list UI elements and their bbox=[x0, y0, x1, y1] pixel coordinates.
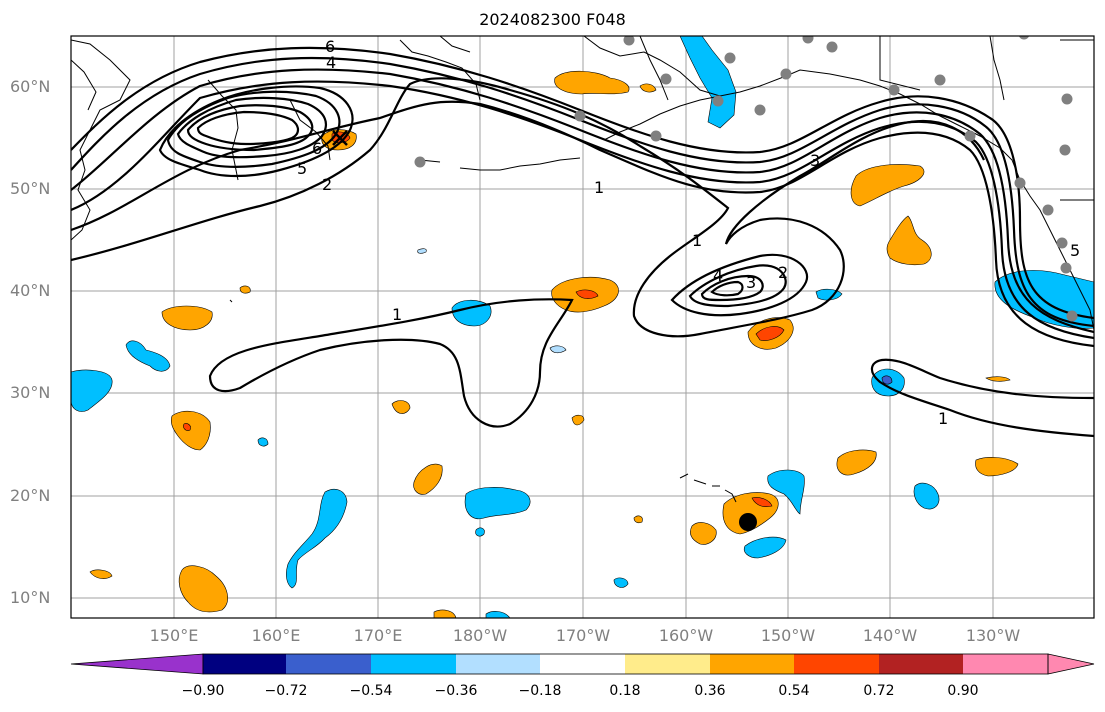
contour-label: 4 bbox=[713, 266, 723, 285]
colorbar-bin bbox=[371, 654, 456, 674]
contour-label: 2 bbox=[778, 263, 788, 282]
lon-label: 130°W bbox=[965, 626, 1021, 645]
lat-label: 20°N bbox=[10, 486, 51, 505]
contour-label: 5 bbox=[1070, 241, 1080, 260]
contour-label: 1 bbox=[392, 305, 402, 324]
low-center-x-marker bbox=[332, 130, 348, 146]
contour-label: 3 bbox=[746, 273, 756, 292]
colorbar-max-extend bbox=[1047, 653, 1095, 675]
lat-label: 50°N bbox=[10, 179, 51, 198]
colorbar-tick-label: −0.90 bbox=[181, 683, 225, 699]
lon-label: 160°W bbox=[658, 626, 714, 645]
contour-label: 4 bbox=[326, 53, 336, 72]
contour-label: 3 bbox=[810, 151, 820, 170]
colorbar-tick-label: 0.90 bbox=[947, 683, 979, 699]
lon-label: 170°E bbox=[353, 626, 403, 645]
contour-lines bbox=[71, 46, 1094, 438]
station-markers bbox=[414, 36, 1078, 322]
lon-label: 140°W bbox=[862, 626, 918, 645]
colorbar-bin bbox=[625, 654, 710, 674]
lon-label: 170°W bbox=[555, 626, 611, 645]
colorbar-tick-label: 0.18 bbox=[609, 683, 641, 699]
contour-label: 2 bbox=[322, 175, 332, 194]
lat-label: 30°N bbox=[10, 383, 51, 402]
map-frame bbox=[70, 35, 1095, 619]
contour-label: 5 bbox=[297, 159, 307, 178]
colorbar-tick-label: −0.36 bbox=[434, 683, 478, 699]
colorbar-tick-label: 0.36 bbox=[694, 683, 726, 699]
contour-label: 6 bbox=[325, 37, 335, 56]
contour-label: 6 bbox=[312, 139, 322, 158]
colorbar-bin bbox=[794, 654, 879, 674]
map-title: 2024082300 F048 bbox=[479, 10, 626, 29]
colorbar-frame bbox=[202, 653, 1049, 675]
colorbar-bin bbox=[540, 654, 625, 674]
colorbar-tick-label: −0.18 bbox=[518, 683, 562, 699]
lat-label: 40°N bbox=[10, 281, 51, 300]
colorbar-tick-label: −0.72 bbox=[264, 683, 308, 699]
colorbar-tick-label: −0.54 bbox=[349, 683, 393, 699]
colorbar-bin bbox=[203, 654, 286, 674]
lon-label: 180°W bbox=[452, 626, 508, 645]
colorbar-bin bbox=[286, 654, 371, 674]
contour-label: 1 bbox=[938, 409, 948, 428]
contour-label: 1 bbox=[692, 231, 702, 250]
lat-label: 60°N bbox=[10, 77, 51, 96]
contour-label-group: 6 4 6 5 2 1 1 4 3 2 1 3 1 5 bbox=[297, 37, 1080, 428]
colorbar-bin bbox=[456, 654, 540, 674]
colorbar bbox=[70, 653, 1095, 675]
lon-label: 150°W bbox=[760, 626, 816, 645]
colorbar-bin bbox=[963, 654, 1048, 674]
lon-label: 150°E bbox=[149, 626, 199, 645]
positive-anomaly-patches bbox=[89, 70, 1019, 618]
colorbar-bin bbox=[710, 654, 794, 674]
contour-label: 1 bbox=[594, 178, 604, 197]
colorbar-min-extend bbox=[70, 653, 204, 675]
colorbar-bin bbox=[879, 654, 963, 674]
storm-position-marker bbox=[739, 513, 757, 531]
colorbar-tick-label: 0.54 bbox=[778, 683, 810, 699]
lon-label: 160°E bbox=[251, 626, 301, 645]
lat-label: 10°N bbox=[10, 588, 51, 607]
colorbar-tick-label: 0.72 bbox=[863, 683, 895, 699]
